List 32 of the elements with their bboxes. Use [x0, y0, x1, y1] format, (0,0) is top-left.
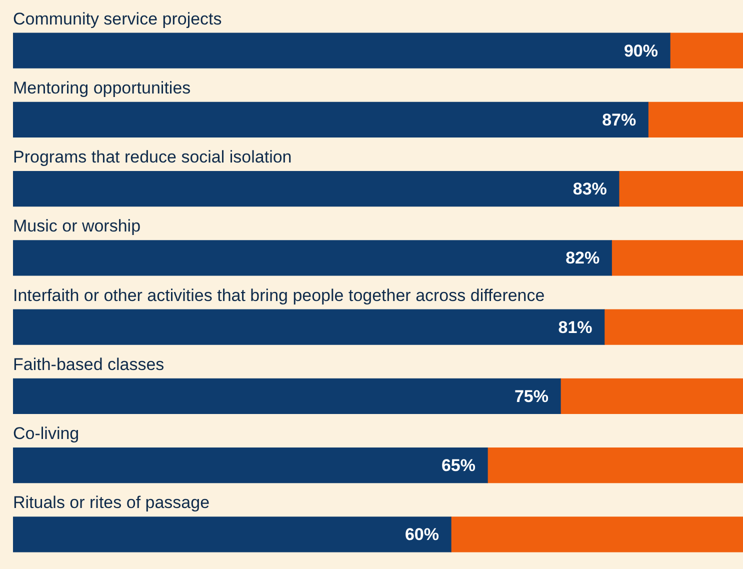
y-tick-label: Rituals or rites of passage [13, 493, 210, 512]
bar [13, 378, 561, 414]
bar [560, 378, 743, 414]
bar [13, 447, 488, 484]
y-tick-label: Programs that reduce social isolation [13, 148, 292, 166]
bar [648, 102, 743, 138]
bar [618, 170, 743, 207]
data-label: 87% [602, 110, 636, 130]
data-label: 60% [404, 525, 439, 544]
y-tick-label: Music or worship [13, 216, 141, 236]
bar [13, 309, 605, 345]
y-tick-label: Mentoring opportunities [13, 78, 191, 98]
data-label: 75% [514, 386, 548, 406]
bar [670, 32, 743, 68]
data-label: 65% [441, 456, 476, 475]
data-label: 90% [624, 41, 658, 60]
bar [604, 309, 743, 345]
bar [13, 170, 620, 207]
bar [13, 32, 670, 68]
bar [13, 516, 452, 552]
data-label: 81% [558, 318, 592, 337]
data-label: 82% [566, 248, 600, 268]
y-tick-label: Faith-based classes [13, 354, 164, 374]
y-tick-label: Co-living [13, 424, 80, 443]
bar [450, 516, 743, 552]
bar [13, 102, 648, 138]
y-tick-label: Interfaith or other activities that bring people together across difference [13, 286, 545, 305]
bar [487, 447, 743, 484]
data-label: 83% [572, 180, 607, 198]
y-tick-label: Community service projects [13, 9, 222, 28]
bar [611, 240, 743, 276]
bar [13, 240, 612, 276]
